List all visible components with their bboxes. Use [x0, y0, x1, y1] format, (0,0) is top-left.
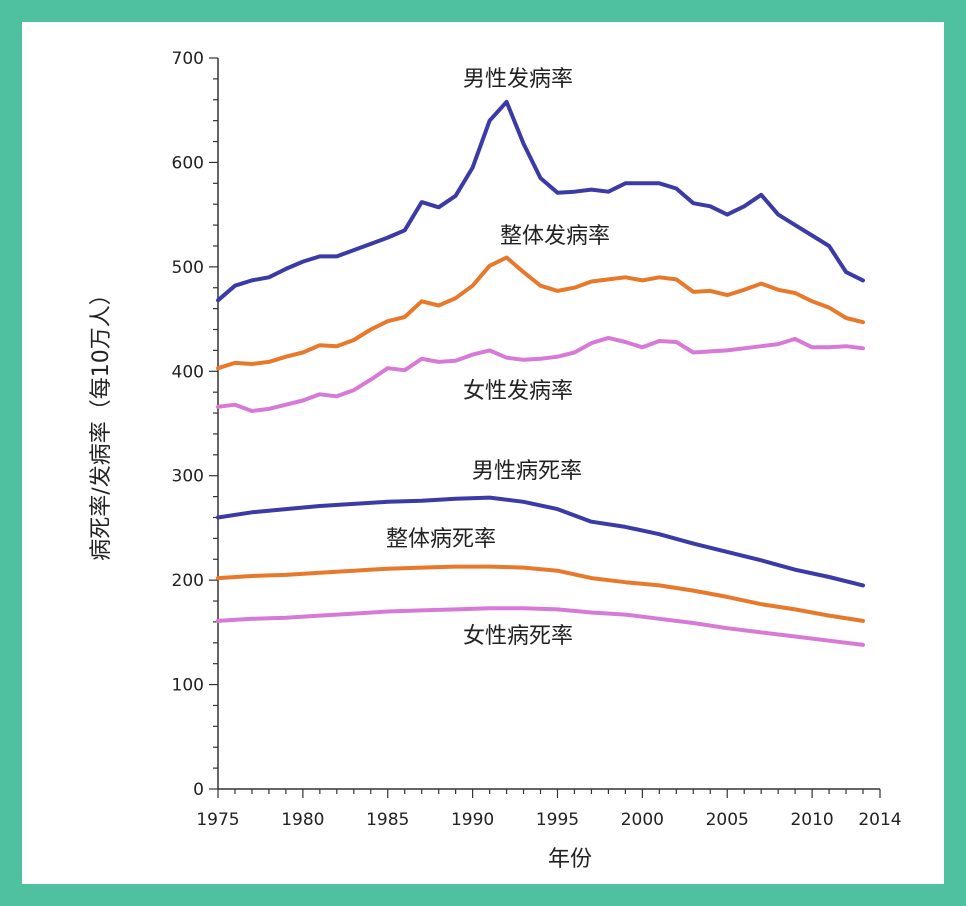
x-tick-label: 2005 — [706, 810, 749, 830]
series-line-1 — [216, 255, 865, 371]
y-tick-label: 400 — [172, 362, 204, 382]
y-tick-label: 100 — [172, 676, 204, 696]
x-tick-label: 2000 — [621, 810, 664, 830]
y-tick-label: 500 — [172, 258, 204, 278]
x-axis-title: 年份 — [548, 847, 592, 872]
series-line-5 — [216, 606, 865, 647]
series-label-4: 整体病死率 — [386, 527, 496, 552]
series-lines — [216, 99, 865, 647]
y-tick-label: 600 — [172, 153, 204, 173]
x-tick-label: 1985 — [366, 810, 409, 830]
series-label-3: 男性病死率 — [472, 459, 582, 484]
x-tick-label: 2010 — [790, 810, 833, 830]
series-label-1: 整体发病率 — [500, 224, 610, 249]
y-axis-title: 病死率/发病率（每10万人） — [89, 283, 114, 560]
chart-panel — [22, 22, 944, 884]
axes: 0 100 200 300 400 500 600 700 1975 1980 1985 1990 19… — [172, 49, 902, 830]
x-tick-label: 1980 — [281, 810, 324, 830]
x-tick-label: 2014 — [858, 810, 901, 830]
x-tick-label: 1990 — [451, 810, 494, 830]
y-tick-label: 200 — [172, 571, 204, 591]
y-tick-label: 0 — [193, 780, 204, 800]
x-tick-label: 1975 — [196, 810, 239, 830]
series-line-4 — [216, 564, 865, 623]
series-label-5: 女性病死率 — [463, 624, 573, 649]
x-tick-label: 1995 — [536, 810, 579, 830]
y-tick-label: 300 — [172, 467, 204, 487]
series-label-2: 女性发病率 — [463, 379, 573, 404]
series-line-3 — [216, 495, 865, 588]
series-line-2 — [216, 335, 865, 413]
y-tick-label: 700 — [172, 49, 204, 69]
series-line-0 — [216, 99, 865, 303]
series-label-0: 男性发病率 — [463, 67, 573, 92]
